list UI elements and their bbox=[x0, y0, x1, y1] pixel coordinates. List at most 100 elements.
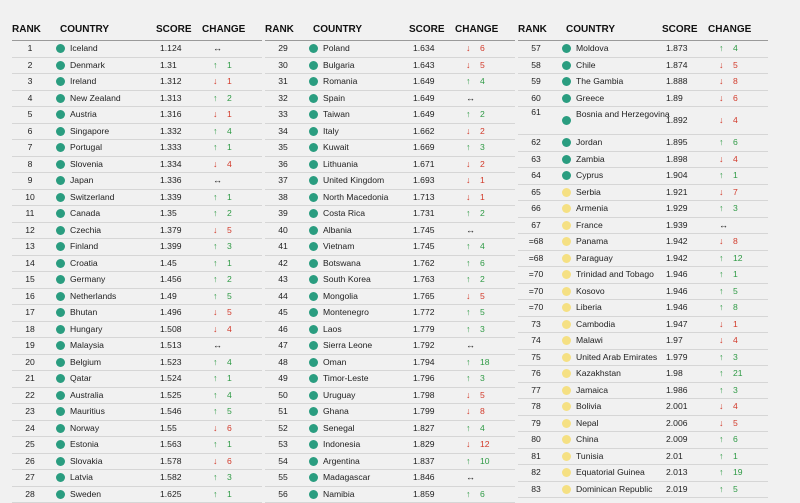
arrow-down-icon: ↓ bbox=[213, 74, 218, 90]
arrow-down-icon: ↓ bbox=[719, 234, 724, 250]
score-cell: 1.904 bbox=[666, 168, 688, 184]
score-cell: 1.713 bbox=[413, 190, 435, 206]
score-cell: 1.649 bbox=[413, 91, 435, 107]
rank-cell: =68 bbox=[518, 251, 554, 267]
country-cell: Liberia bbox=[576, 300, 602, 316]
country-cell: Botswana bbox=[323, 256, 361, 272]
arrow-up-icon: ↑ bbox=[466, 140, 471, 156]
rank-cell: 49 bbox=[265, 371, 301, 387]
arrow-up-icon: ↑ bbox=[213, 470, 218, 486]
status-dot-icon bbox=[562, 485, 571, 494]
rank-cell: 13 bbox=[12, 239, 48, 255]
country-cell: Kosovo bbox=[576, 284, 605, 300]
score-cell: 1.339 bbox=[160, 190, 182, 206]
change-cell: 4 bbox=[733, 115, 738, 126]
status-dot-icon bbox=[562, 303, 571, 312]
status-dot-icon bbox=[56, 473, 65, 482]
status-dot-icon bbox=[56, 275, 65, 284]
arrow-down-icon: ↓ bbox=[719, 152, 724, 168]
status-dot-icon bbox=[309, 242, 318, 251]
change-cell: 1 bbox=[733, 449, 738, 465]
rank-cell: =70 bbox=[518, 284, 554, 300]
arrow-up-icon: ↑ bbox=[719, 482, 724, 498]
status-dot-icon bbox=[309, 407, 318, 416]
arrow-down-icon: ↓ bbox=[719, 58, 724, 74]
arrow-down-icon: ↓ bbox=[213, 157, 218, 173]
change-cell: 5 bbox=[733, 482, 738, 498]
score-cell: 1.634 bbox=[413, 41, 435, 57]
score-cell: 1.89 bbox=[666, 91, 683, 107]
change-cell: 18 bbox=[480, 355, 490, 371]
rank-cell: 82 bbox=[518, 465, 554, 481]
arrow-up-icon: ↑ bbox=[719, 168, 724, 184]
status-dot-icon bbox=[562, 77, 571, 86]
score-cell: 1.625 bbox=[160, 487, 182, 503]
rank-cell: 61 bbox=[518, 107, 554, 118]
rank-cell: 76 bbox=[518, 366, 554, 382]
rank-cell: 63 bbox=[518, 152, 554, 168]
change-cell: 5 bbox=[480, 388, 485, 404]
country-cell: Equatorial Guinea bbox=[576, 465, 645, 481]
change-cell: 6 bbox=[227, 421, 232, 437]
country-cell: Canada bbox=[70, 206, 100, 222]
arrow-down-icon: ↓ bbox=[466, 388, 471, 404]
score-cell: 1.895 bbox=[666, 135, 688, 151]
arrow-down-icon: ↓ bbox=[719, 317, 724, 333]
country-cell: Austria bbox=[70, 107, 97, 123]
rank-cell: 79 bbox=[518, 416, 554, 432]
score-cell: 1.799 bbox=[413, 404, 435, 420]
country-cell: Finland bbox=[70, 239, 98, 255]
country-cell: Ghana bbox=[323, 404, 349, 420]
score-cell: 1.332 bbox=[160, 124, 182, 140]
arrow-up-icon: ↑ bbox=[719, 366, 724, 382]
country-cell: Argentina bbox=[323, 454, 360, 470]
country-cell: Germany bbox=[70, 272, 105, 288]
status-dot-icon bbox=[56, 341, 65, 350]
status-dot-icon bbox=[309, 77, 318, 86]
rank-cell: 60 bbox=[518, 91, 554, 107]
arrow-down-icon: ↓ bbox=[466, 437, 471, 453]
score-cell: 1.745 bbox=[413, 239, 435, 255]
change-cell: 6 bbox=[227, 454, 232, 470]
rank-cell: 17 bbox=[12, 305, 48, 321]
arrow-up-icon: ↑ bbox=[466, 487, 471, 503]
change-cell: 5 bbox=[480, 289, 485, 305]
status-dot-icon bbox=[56, 94, 65, 103]
score-cell: 1.333 bbox=[160, 140, 182, 156]
change-cell: 1 bbox=[227, 107, 232, 123]
status-dot-icon bbox=[562, 386, 571, 395]
status-dot-icon bbox=[309, 424, 318, 433]
status-dot-icon bbox=[309, 341, 318, 350]
rank-cell: 10 bbox=[12, 190, 48, 206]
change-cell: 5 bbox=[227, 289, 232, 305]
change-cell: 1 bbox=[227, 437, 232, 453]
arrow-up-icon: ↑ bbox=[213, 140, 218, 156]
arrow-down-icon: ↓ bbox=[466, 157, 471, 173]
score-cell: 1.669 bbox=[413, 140, 435, 156]
rank-cell: 48 bbox=[265, 355, 301, 371]
arrow-up-icon: ↑ bbox=[466, 305, 471, 321]
arrow-down-icon: ↓ bbox=[466, 190, 471, 206]
rank-cell: 75 bbox=[518, 350, 554, 366]
status-dot-icon bbox=[56, 127, 65, 136]
change-cell: 6 bbox=[733, 91, 738, 107]
score-cell: 1.546 bbox=[160, 404, 182, 420]
rank-cell: 7 bbox=[12, 140, 48, 156]
change-cell: 8 bbox=[733, 74, 738, 90]
